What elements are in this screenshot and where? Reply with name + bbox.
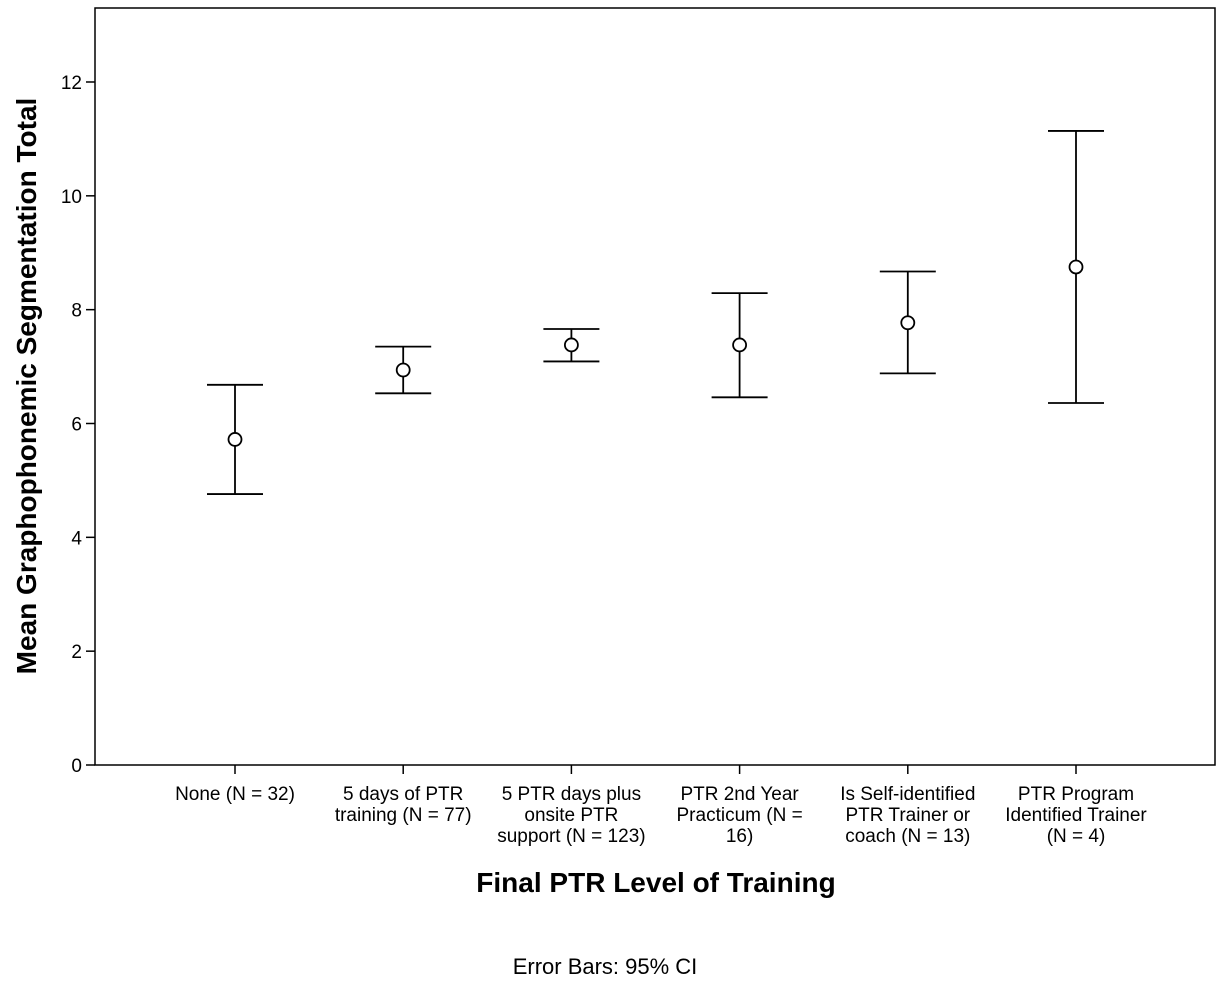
x-tick-label: None (N = 32) [175, 784, 295, 805]
y-axis: 0 2 4 6 8 10 12 [61, 73, 95, 777]
y-tick-label: 8 [71, 301, 82, 322]
x-tick-label-line: Is Self-identified [840, 784, 975, 805]
y-axis-title: Mean Graphophonemic Segmentation Total [11, 98, 42, 675]
x-tick-label-line: None (N = 32) [175, 784, 295, 805]
x-tick-label-line: 5 PTR days plus [502, 784, 641, 805]
mean-point [732, 337, 747, 353]
x-tick-label-line: Practicum (N = [677, 805, 803, 826]
x-tick-label-line: 5 days of PTR [343, 784, 463, 805]
x-tick-label: 5 PTR days plus onsite PTR support (N = 12… [497, 784, 645, 847]
x-tick-label-line: Identified Trainer [1005, 805, 1147, 826]
x-tick-label-line: PTR 2nd Year [680, 784, 799, 805]
x-tick-label: 5 days of PTR training (N = 77) [335, 784, 472, 826]
x-tick-label-line: coach (N = 13) [845, 826, 970, 847]
x-tick-label-line: 16) [726, 826, 753, 847]
data-marks [207, 130, 1104, 495]
x-axis-title: Final PTR Level of Training [476, 867, 835, 898]
mean-point [227, 432, 243, 447]
x-tick-label-line: PTR Program [1018, 784, 1134, 805]
y-tick-label: 10 [61, 187, 82, 208]
mean-point [564, 337, 579, 353]
y-tick-label: 2 [71, 642, 82, 663]
x-tick-label: PTR 2nd Year Practicum (N = 16) [677, 784, 803, 847]
x-tick-label-line: training (N = 77) [335, 805, 472, 826]
y-tick-label: 4 [71, 528, 82, 549]
x-tick-label-line: (N = 4) [1047, 826, 1106, 847]
x-tick-label-line: support (N = 123) [497, 826, 645, 847]
x-axis: None (N = 32) 5 days of PTR training (N = … [175, 765, 1147, 847]
plot-frame [94, 7, 1216, 766]
error-bar-footnote: Error Bars: 95% CI [513, 954, 698, 979]
x-tick-label: Is Self-identified PTR Trainer or coach (N… [840, 784, 975, 847]
x-tick-label-line: onsite PTR [524, 805, 618, 826]
mean-point [395, 362, 411, 378]
y-tick-label: 12 [61, 73, 82, 94]
mean-point [900, 315, 916, 331]
y-tick-label: 0 [71, 756, 82, 777]
mean-point [1068, 259, 1084, 275]
y-tick-label: 6 [71, 414, 82, 435]
x-tick-label-line: PTR Trainer or [846, 805, 971, 826]
x-tick-label: PTR Program Identified Trainer (N = 4) [1005, 784, 1147, 847]
